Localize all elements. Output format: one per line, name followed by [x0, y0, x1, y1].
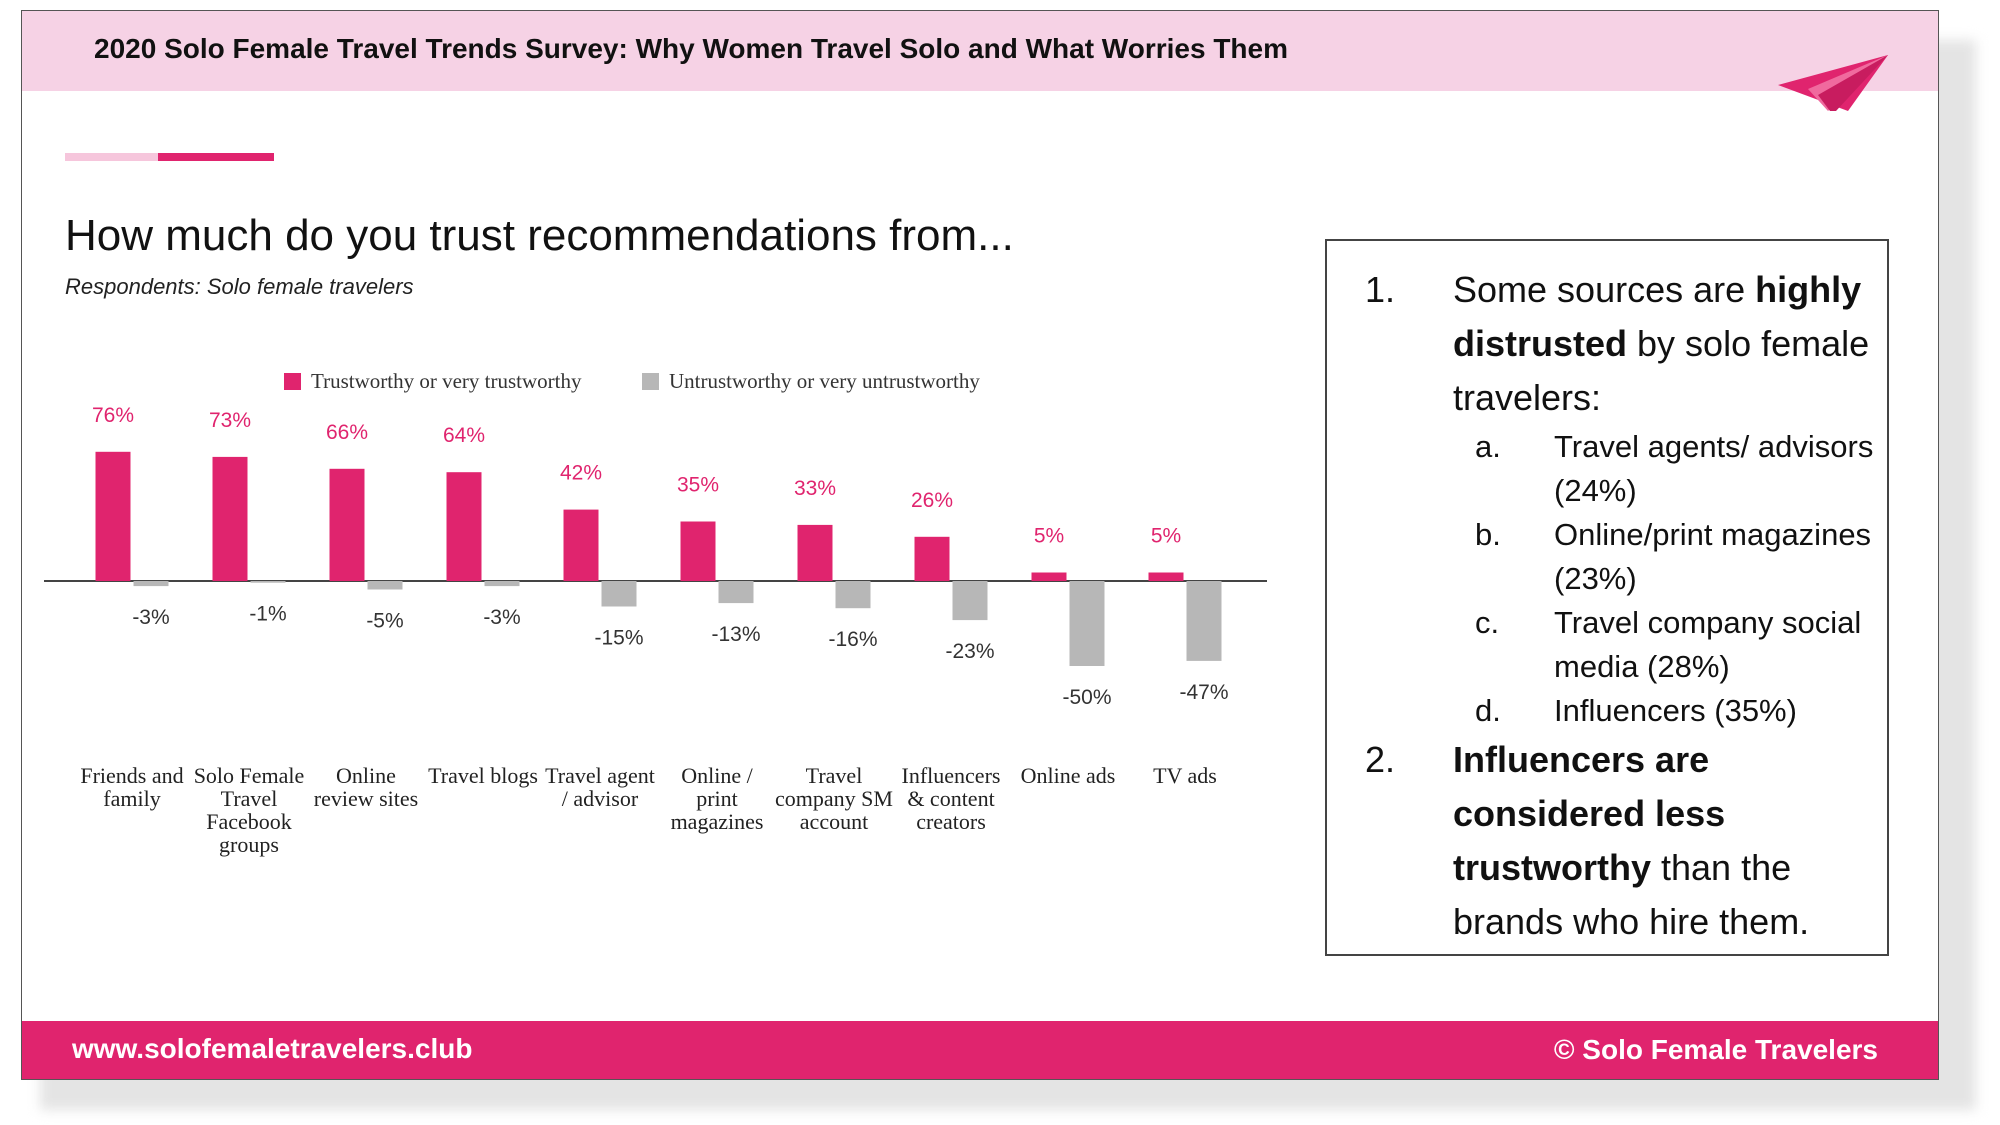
x-tick-label: Travel agent / advisor: [545, 763, 655, 811]
value-label: 76%: [92, 404, 134, 427]
legend-text: Trustworthy or very trustworthy: [311, 369, 582, 393]
legend-text: Untrustworthy or very untrustworthy: [669, 369, 980, 393]
list-text: Some sources are highly distrusted by so…: [1453, 263, 1877, 425]
value-label: -50%: [1062, 686, 1111, 709]
legend-swatch: [642, 373, 659, 390]
bar: [952, 581, 988, 621]
x-tick-label: Friends and family: [80, 763, 184, 811]
value-label: 5%: [1151, 525, 1181, 548]
sub-item: b. Online/print magazines (23%): [1475, 513, 1877, 601]
x-tick-label: Online ads: [1020, 763, 1116, 788]
x-tick-label: Online / print magazines: [670, 763, 764, 834]
legend-item: Untrustworthy or very untrustworthy: [642, 369, 980, 394]
list-text: Influencers are considered less trustwor…: [1453, 733, 1877, 949]
accent-light: [65, 153, 158, 161]
legend-swatch: [284, 373, 301, 390]
text: than the brands who hire them.: [1453, 847, 1810, 942]
value-label: -23%: [945, 640, 994, 663]
text: by solo female travelers:: [1453, 323, 1870, 418]
value-label: -16%: [828, 628, 877, 651]
bold-text: highly distrusted: [1453, 269, 1862, 364]
value-label: -13%: [711, 623, 760, 646]
legend-item: Trustworthy or very trustworthy: [284, 369, 581, 394]
accent-dark: [158, 153, 274, 161]
value-label: 64%: [443, 424, 485, 447]
bar: [914, 536, 950, 581]
value-label: -3%: [132, 606, 169, 629]
value-label: 5%: [1034, 525, 1064, 548]
bar: [680, 521, 716, 581]
text: Some sources are: [1453, 269, 1756, 310]
x-tick-label: Solo Female Travel Facebook groups: [193, 763, 305, 857]
footer-copyright: © Solo Female Travelers: [1553, 1034, 1878, 1065]
bar: [1031, 572, 1067, 581]
plane-shade: [1818, 55, 1888, 111]
value-label: 73%: [209, 409, 251, 432]
value-label: 66%: [326, 421, 368, 444]
slide: 2020 Solo Female Travel Trends Survey: W…: [21, 10, 1939, 1080]
chart-title: How much do you trust recommendations fr…: [65, 211, 1014, 260]
bar: [835, 581, 871, 609]
value-label: 35%: [677, 474, 719, 497]
list-marker: 1.: [1365, 269, 1396, 310]
x-tick-label: Travel blogs: [428, 763, 538, 788]
x-tick-label: Influencers & content creators: [901, 763, 1001, 834]
chart-subtitle: Respondents: Solo female travelers: [65, 274, 414, 299]
sub-text: Travel company social media (28%): [1554, 605, 1862, 684]
chart: 76% 73% 66% 64% 42% 35% 33% 26% 5% 5% -3% -1% -5% -3%…: [44, 404, 1267, 709]
value-label: -15%: [594, 627, 643, 650]
bar: [1186, 581, 1222, 661]
bar: [1148, 572, 1184, 581]
footer-site: www.solofemaletravelers.club: [72, 1033, 473, 1064]
sub-text: Travel agents/ advisors (24%): [1554, 429, 1874, 508]
paper-plane-icon: [1778, 55, 1888, 111]
value-label: 26%: [911, 489, 953, 512]
bar: [601, 581, 637, 607]
x-tick-label: Online review sites: [313, 763, 419, 811]
sub-marker: b.: [1475, 517, 1501, 552]
x-tick-label: TV ads: [1153, 763, 1217, 788]
bold-text: Influencers are considered less trustwor…: [1453, 739, 1726, 888]
bar: [133, 581, 169, 587]
bar: [95, 451, 131, 581]
list-marker: 2.: [1365, 739, 1396, 780]
value-label: -1%: [249, 603, 286, 626]
x-tick-label: Travel company SM account: [775, 763, 893, 834]
bar: [367, 581, 403, 590]
bar: [563, 509, 599, 581]
bar: [484, 581, 520, 587]
header-title: 2020 Solo Female Travel Trends Survey: W…: [94, 33, 1288, 64]
value-label: -47%: [1179, 681, 1228, 704]
bar: [329, 468, 365, 581]
header: 2020 Solo Female Travel Trends Survey: W…: [22, 11, 1938, 111]
value-label: 42%: [560, 462, 602, 485]
footer: www.solofemaletravelers.club © Solo Fema…: [22, 1021, 1938, 1079]
bar: [1069, 581, 1105, 666]
sub-marker: c.: [1475, 605, 1500, 640]
list-item: 2. Influencers are considered less trustw…: [1365, 733, 1877, 949]
sub-marker: d.: [1475, 693, 1501, 728]
bar: [797, 524, 833, 581]
bar: [212, 456, 248, 581]
value-label: 33%: [794, 477, 836, 500]
bar: [718, 581, 754, 604]
notes-box: 1. Some sources are highly distrusted by …: [1325, 239, 1889, 956]
sub-item: a. Travel agents/ advisors (24%): [1475, 425, 1877, 513]
sub-item: d. Influencers (35%): [1475, 689, 1877, 733]
value-label: -5%: [366, 610, 403, 633]
sub-marker: a.: [1475, 429, 1501, 464]
sub-text: Online/print magazines (23%): [1554, 517, 1872, 596]
sub-item: c. Travel company social media (28%): [1475, 601, 1877, 689]
value-label: -3%: [483, 606, 520, 629]
list-item: 1. Some sources are highly distrusted by …: [1365, 263, 1877, 425]
bar: [446, 472, 482, 581]
bar: [250, 581, 286, 583]
sub-text: Influencers (35%): [1554, 693, 1797, 728]
